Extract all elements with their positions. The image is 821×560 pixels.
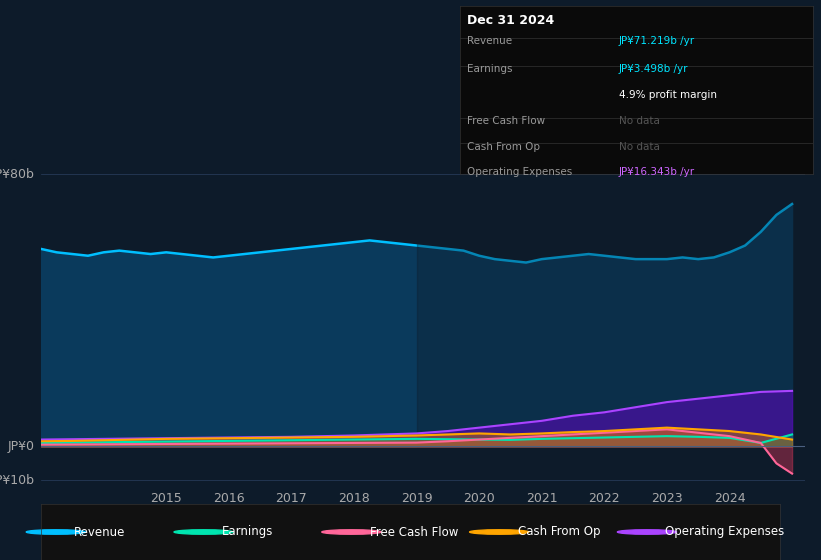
Text: Revenue: Revenue [75, 525, 126, 539]
Circle shape [470, 530, 529, 534]
Text: Earnings: Earnings [222, 525, 273, 539]
Circle shape [174, 530, 233, 534]
Text: Dec 31 2024: Dec 31 2024 [467, 14, 554, 27]
Text: Free Cash Flow: Free Cash Flow [467, 116, 545, 127]
Circle shape [26, 530, 85, 534]
Text: Cash From Op: Cash From Op [467, 142, 540, 152]
Text: Free Cash Flow: Free Cash Flow [370, 525, 458, 539]
Text: 4.9% profit margin: 4.9% profit margin [619, 90, 717, 100]
Text: JP¥0: JP¥0 [7, 440, 34, 453]
Circle shape [322, 530, 381, 534]
Text: No data: No data [619, 142, 659, 152]
Text: Cash From Op: Cash From Op [518, 525, 600, 539]
Text: No data: No data [619, 116, 659, 127]
Text: JP¥16.343b /yr: JP¥16.343b /yr [619, 167, 695, 177]
Text: Operating Expenses: Operating Expenses [467, 167, 572, 177]
Text: Earnings: Earnings [467, 64, 512, 74]
Text: JP¥80b: JP¥80b [0, 167, 34, 180]
Text: -JP¥10b: -JP¥10b [0, 474, 34, 487]
Circle shape [617, 530, 677, 534]
Text: JP¥3.498b /yr: JP¥3.498b /yr [619, 64, 688, 74]
Text: JP¥71.219b /yr: JP¥71.219b /yr [619, 36, 695, 46]
Bar [416, 140, 805, 487]
Text: Operating Expenses: Operating Expenses [666, 525, 785, 539]
Text: Revenue: Revenue [467, 36, 512, 46]
